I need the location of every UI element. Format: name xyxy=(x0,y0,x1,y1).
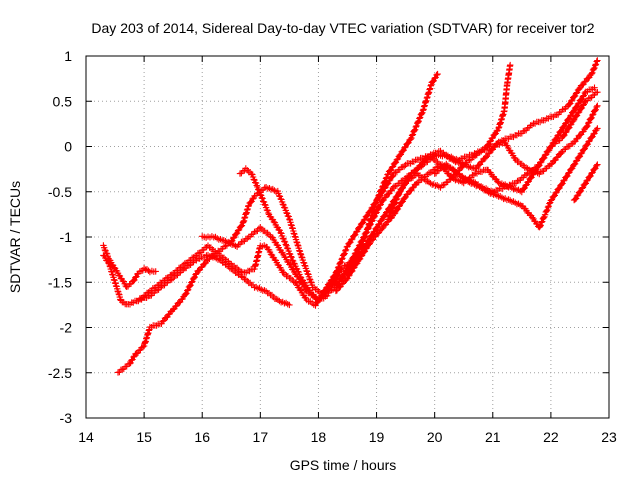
x-tick-label: 23 xyxy=(601,429,617,445)
y-tick-labels: 1 0.5 0 -0.5 -1 -1.5 -2 -2.5 -3 xyxy=(48,48,72,426)
y-tick-label: -2.5 xyxy=(48,365,72,381)
y-tick-label: -3 xyxy=(60,410,73,426)
series-markers-track-6 xyxy=(199,70,441,303)
y-tick-label: 0.5 xyxy=(53,93,73,109)
x-tick-label: 18 xyxy=(311,429,327,445)
x-tick-label: 17 xyxy=(253,429,269,445)
x-axis-label: GPS time / hours xyxy=(290,457,397,473)
x-tick-labels: 14 15 16 17 18 19 20 21 22 23 xyxy=(78,429,617,445)
series-markers-track-11 xyxy=(570,161,601,204)
y-tick-label: -1 xyxy=(60,229,73,245)
x-tick-label: 19 xyxy=(369,429,385,445)
series-track-4 xyxy=(135,251,293,309)
y-tick-label: -1.5 xyxy=(48,274,72,290)
axis-ticks xyxy=(85,55,610,419)
x-tick-label: 22 xyxy=(543,429,559,445)
data-markers xyxy=(100,57,601,376)
x-tick-label: 21 xyxy=(485,429,501,445)
series-track-6 xyxy=(199,70,441,303)
x-tick-label: 14 xyxy=(78,429,94,445)
y-axis-label: SDTVAR / TECUs xyxy=(7,181,23,293)
series-track-11 xyxy=(570,161,601,204)
chart-title: Day 203 of 2014, Sidereal Day-to-day VTE… xyxy=(91,20,594,36)
y-tick-label: 1 xyxy=(64,48,72,64)
x-tick-label: 15 xyxy=(136,429,152,445)
y-tick-label: -0.5 xyxy=(48,184,72,200)
y-tick-label: -2 xyxy=(60,320,73,336)
y-tick-label: 0 xyxy=(64,139,72,155)
series-track-10 xyxy=(431,89,601,195)
x-tick-label: 16 xyxy=(194,429,210,445)
series-markers-track-10 xyxy=(431,89,601,195)
x-tick-label: 20 xyxy=(427,429,443,445)
series-markers-track-4 xyxy=(135,251,293,309)
